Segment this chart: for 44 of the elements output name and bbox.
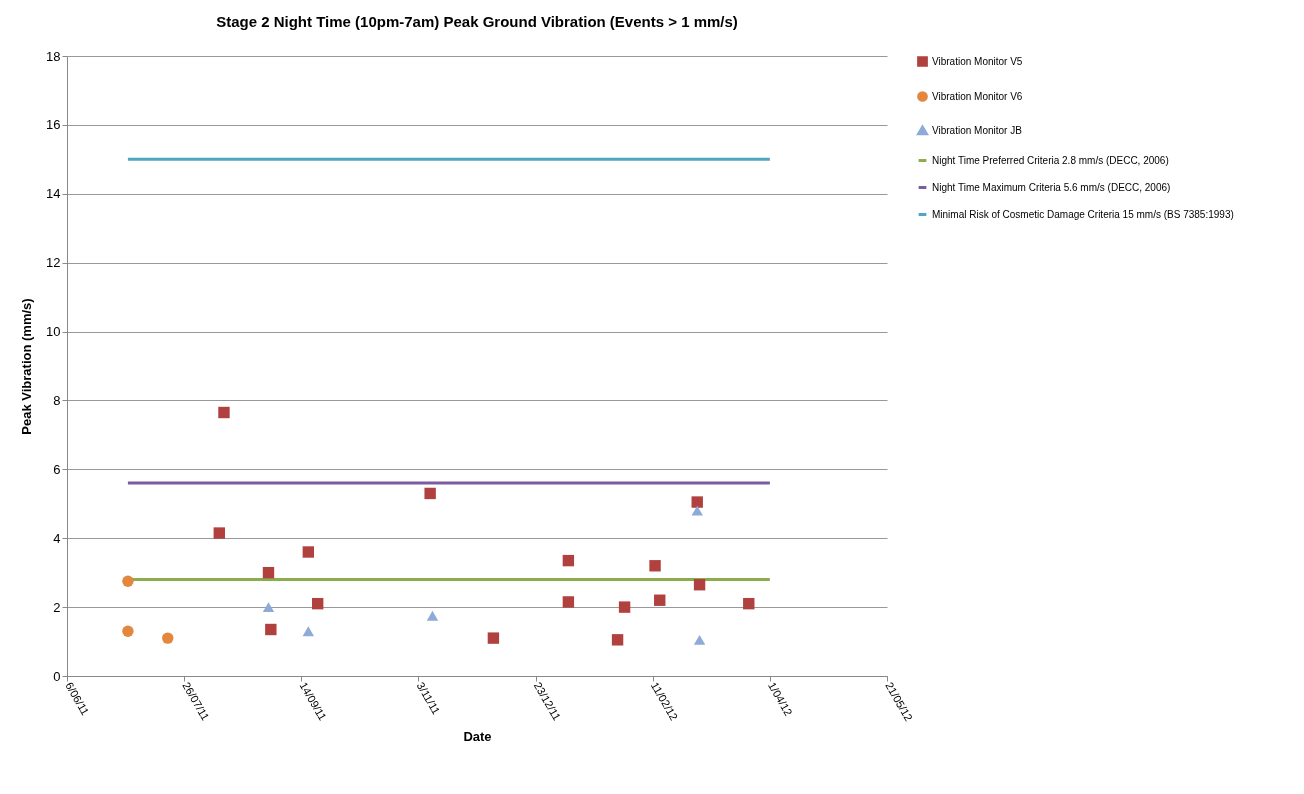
y-tick-label: 4 <box>53 530 61 546</box>
point <box>693 634 706 645</box>
y-axis-title: Peak Vibration (mm/s) <box>19 298 35 435</box>
y-tick-label: 2 <box>53 599 61 615</box>
point <box>618 601 631 613</box>
y-tick-label: 12 <box>46 255 61 271</box>
point <box>562 554 575 567</box>
point <box>487 632 500 644</box>
chart-title: Stage 2 Night Time (10pm-7am) Peak Ground Vibration (Events > 1 mm/s) <box>216 13 738 30</box>
y-tick-label: 10 <box>46 324 61 340</box>
point <box>562 596 575 608</box>
point <box>691 505 703 516</box>
point <box>262 602 275 613</box>
point <box>649 560 661 572</box>
point <box>302 546 315 558</box>
point <box>122 625 134 637</box>
legend-label: Night Time Preferred Criteria 2.8 mm/s (DECC, 2006) <box>932 154 1169 166</box>
point <box>262 566 275 579</box>
y-tick-label: 0 <box>53 668 61 684</box>
point <box>691 496 703 508</box>
x-axis-title: Date <box>463 729 492 745</box>
y-tick-label: 16 <box>46 117 61 133</box>
y-tick-label: 14 <box>46 186 61 202</box>
point <box>424 487 436 500</box>
point <box>162 632 174 644</box>
legend-label: Vibration Monitor JB <box>932 124 1023 136</box>
point <box>302 626 315 637</box>
point <box>693 579 706 591</box>
point <box>743 597 755 610</box>
y-tick-label: 8 <box>53 392 61 408</box>
point <box>426 610 439 621</box>
legend-label: Vibration Monitor V5 <box>932 55 1023 67</box>
point <box>265 623 277 636</box>
legend-label: Minimal Risk of Cosmetic Damage Criteria 15 mm/s (BS 7385:1993) <box>932 208 1234 220</box>
point <box>218 406 230 419</box>
y-tick-label: 6 <box>53 461 61 477</box>
legend-label: Vibration Monitor V6 <box>932 90 1023 102</box>
point <box>311 597 324 610</box>
point <box>611 634 624 646</box>
point <box>213 527 225 539</box>
legend-label: Night Time Maximum Criteria 5.6 mm/s (DECC, 2006) <box>932 181 1171 193</box>
point <box>122 575 134 587</box>
point <box>654 594 666 606</box>
y-tick-label: 18 <box>46 48 61 64</box>
